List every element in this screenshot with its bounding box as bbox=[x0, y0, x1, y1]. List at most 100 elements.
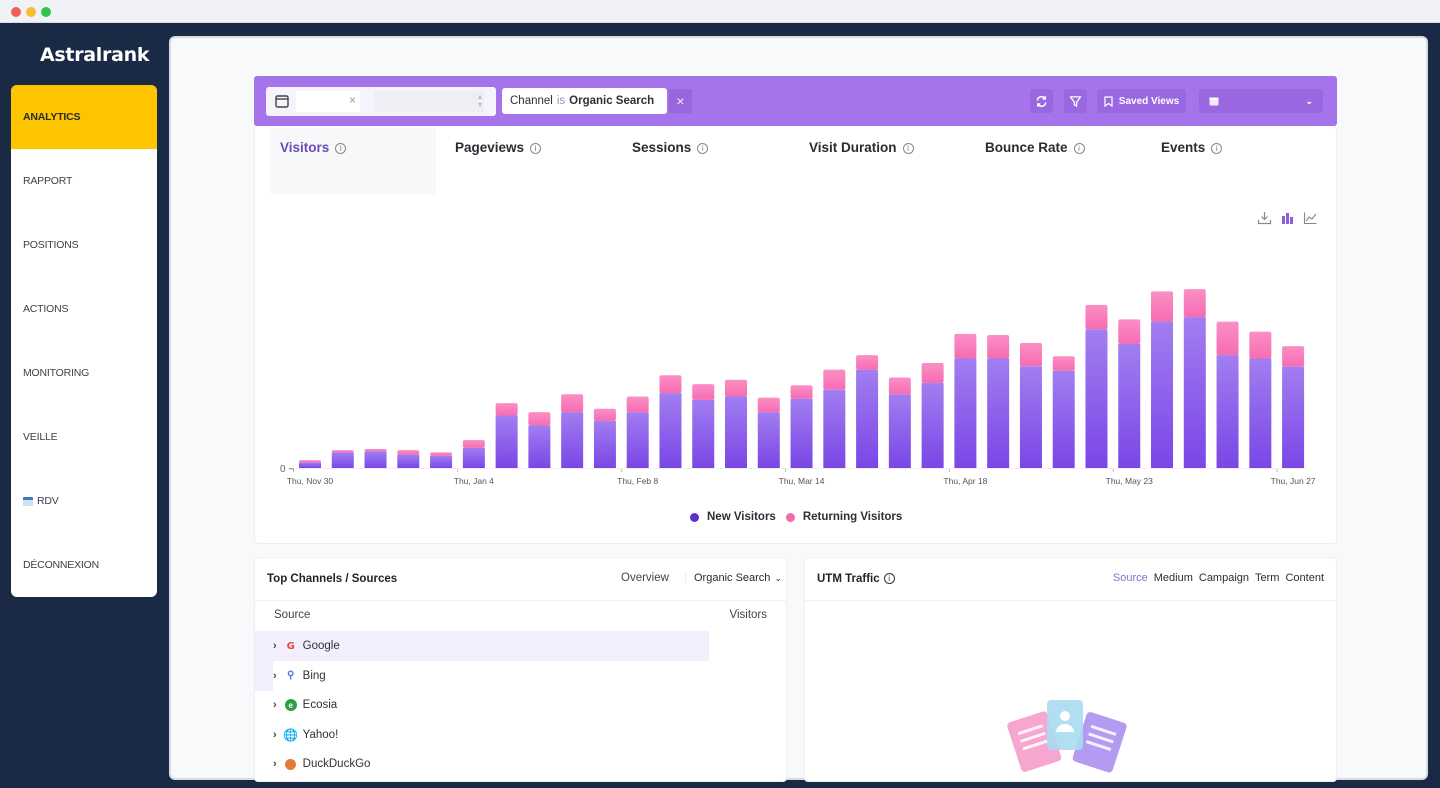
bar-returning-visitors[interactable] bbox=[888, 377, 911, 395]
bar-returning-visitors[interactable] bbox=[659, 375, 682, 394]
active-filter-chip[interactable]: Channel is Organic Search bbox=[502, 88, 667, 114]
date-range-picker[interactable]: × ▴ ▾ bbox=[266, 87, 496, 116]
remove-filter-button[interactable]: × bbox=[669, 89, 692, 113]
bar-returning-visitors[interactable] bbox=[823, 369, 846, 390]
metric-tab-pageviews[interactable]: Pageviews i bbox=[445, 128, 605, 194]
bar-new-visitors[interactable] bbox=[462, 447, 485, 468]
bar-returning-visitors[interactable] bbox=[593, 408, 616, 422]
bar-returning-visitors[interactable] bbox=[1019, 342, 1042, 367]
bar-returning-visitors[interactable] bbox=[856, 355, 879, 370]
chevron-right-icon[interactable]: › bbox=[273, 669, 277, 682]
bar-returning-visitors[interactable] bbox=[954, 333, 977, 359]
bar-chart-icon[interactable] bbox=[1280, 211, 1295, 225]
utm-tab-content[interactable]: Content bbox=[1285, 572, 1324, 584]
sidebar-item-positions[interactable]: POSITIONS bbox=[11, 213, 157, 277]
channel-dropdown[interactable]: Organic Search ⌄ bbox=[685, 572, 782, 584]
bar-new-visitors[interactable] bbox=[364, 451, 387, 468]
bar-returning-visitors[interactable] bbox=[561, 394, 584, 413]
line-chart-icon[interactable] bbox=[1303, 211, 1318, 225]
bar-returning-visitors[interactable] bbox=[790, 385, 813, 399]
source-row[interactable]: › G Google bbox=[255, 631, 709, 661]
bar-new-visitors[interactable] bbox=[1019, 366, 1042, 468]
bar-returning-visitors[interactable] bbox=[987, 335, 1010, 359]
bar-returning-visitors[interactable] bbox=[462, 440, 485, 448]
metric-tab-visit-duration[interactable]: Visit Duration i bbox=[799, 128, 959, 194]
bar-returning-visitors[interactable] bbox=[1249, 331, 1272, 359]
sidebar-item-d-connexion[interactable]: DÉCONNEXION bbox=[11, 533, 157, 597]
bar-new-visitors[interactable] bbox=[430, 455, 453, 468]
bar-new-visitors[interactable] bbox=[1151, 321, 1174, 468]
bar-new-visitors[interactable] bbox=[1052, 370, 1075, 468]
bar-new-visitors[interactable] bbox=[921, 383, 944, 468]
bar-new-visitors[interactable] bbox=[757, 412, 780, 468]
saved-views-button[interactable]: Saved Views bbox=[1097, 89, 1186, 113]
bar-returning-visitors[interactable] bbox=[921, 362, 944, 384]
bar-new-visitors[interactable] bbox=[888, 394, 911, 468]
bar-returning-visitors[interactable] bbox=[299, 460, 321, 463]
utm-tab-source[interactable]: Source bbox=[1112, 572, 1148, 584]
bar-returning-visitors[interactable] bbox=[364, 449, 387, 452]
bar-new-visitors[interactable] bbox=[987, 358, 1010, 468]
info-icon[interactable]: i bbox=[335, 143, 347, 154]
bar-returning-visitors[interactable] bbox=[626, 396, 649, 413]
bar-new-visitors[interactable] bbox=[725, 396, 748, 468]
bar-new-visitors[interactable] bbox=[692, 399, 715, 468]
close-window-button[interactable] bbox=[11, 7, 21, 17]
metric-tab-bounce-rate[interactable]: Bounce Rate i bbox=[975, 128, 1135, 194]
sidebar-item-rdv[interactable]: RDV bbox=[11, 469, 157, 533]
source-row[interactable]: › ⚲ Bing bbox=[255, 660, 788, 691]
bar-returning-visitors[interactable] bbox=[1052, 356, 1075, 371]
overview-tab[interactable]: Overview bbox=[621, 572, 669, 584]
bar-new-visitors[interactable] bbox=[528, 425, 551, 468]
bar-new-visitors[interactable] bbox=[626, 412, 649, 468]
utm-tab-campaign[interactable]: Campaign bbox=[1198, 572, 1250, 584]
info-icon[interactable]: i bbox=[902, 143, 914, 154]
bar-new-visitors[interactable] bbox=[659, 393, 682, 468]
sidebar-item-rapport[interactable]: RAPPORT bbox=[11, 149, 157, 213]
source-row[interactable]: › e Ecosia bbox=[255, 690, 788, 720]
metric-tab-events[interactable]: Events i bbox=[1151, 128, 1311, 194]
source-row[interactable]: › 🌐 Yahoo! bbox=[255, 720, 788, 750]
info-icon[interactable]: i bbox=[1073, 143, 1085, 154]
bar-returning-visitors[interactable] bbox=[1151, 291, 1174, 322]
bar-new-visitors[interactable] bbox=[397, 454, 420, 468]
bar-new-visitors[interactable] bbox=[593, 421, 616, 468]
date-start-input[interactable] bbox=[296, 91, 360, 112]
bar-returning-visitors[interactable] bbox=[1183, 289, 1206, 318]
chevron-right-icon[interactable]: › bbox=[273, 699, 277, 711]
minimize-window-button[interactable] bbox=[26, 7, 36, 17]
bar-new-visitors[interactable] bbox=[1249, 358, 1272, 468]
bar-new-visitors[interactable] bbox=[495, 415, 518, 468]
refresh-button[interactable] bbox=[1030, 89, 1053, 113]
metric-tab-visitors[interactable]: Visitors i bbox=[270, 128, 436, 194]
sidebar-item-veille[interactable]: VEILLE bbox=[11, 405, 157, 469]
bar-returning-visitors[interactable] bbox=[1282, 346, 1305, 367]
info-icon[interactable]: i bbox=[697, 143, 709, 154]
bar-returning-visitors[interactable] bbox=[725, 379, 748, 397]
bar-returning-visitors[interactable] bbox=[397, 450, 420, 455]
bar-returning-visitors[interactable] bbox=[528, 412, 551, 426]
info-icon[interactable]: i bbox=[883, 573, 895, 584]
chevron-right-icon[interactable]: › bbox=[273, 640, 277, 652]
legend-new-visitors[interactable]: New Visitors bbox=[707, 511, 776, 523]
bar-new-visitors[interactable] bbox=[856, 369, 879, 468]
bar-new-visitors[interactable] bbox=[1216, 355, 1239, 468]
bar-returning-visitors[interactable] bbox=[1216, 321, 1239, 356]
sidebar-item-actions[interactable]: ACTIONS bbox=[11, 277, 157, 341]
maximize-window-button[interactable] bbox=[41, 7, 51, 17]
clear-date-button[interactable]: × bbox=[349, 93, 357, 107]
bar-new-visitors[interactable] bbox=[1282, 366, 1305, 468]
utm-tab-term[interactable]: Term bbox=[1255, 572, 1280, 584]
period-select[interactable]: ⌄ bbox=[1199, 89, 1323, 113]
bar-new-visitors[interactable] bbox=[790, 398, 813, 468]
bar-new-visitors[interactable] bbox=[299, 462, 321, 468]
metric-tab-sessions[interactable]: Sessions i bbox=[622, 128, 782, 194]
utm-tab-medium[interactable]: Medium bbox=[1153, 572, 1193, 584]
legend-returning-visitors[interactable]: Returning Visitors bbox=[802, 511, 903, 523]
bar-new-visitors[interactable] bbox=[331, 452, 354, 468]
bar-returning-visitors[interactable] bbox=[495, 403, 518, 416]
date-end-input[interactable] bbox=[374, 91, 484, 112]
bar-new-visitors[interactable] bbox=[1085, 329, 1108, 468]
brand-logo[interactable]: Astralrank bbox=[40, 44, 150, 66]
bar-new-visitors[interactable] bbox=[1183, 317, 1206, 468]
